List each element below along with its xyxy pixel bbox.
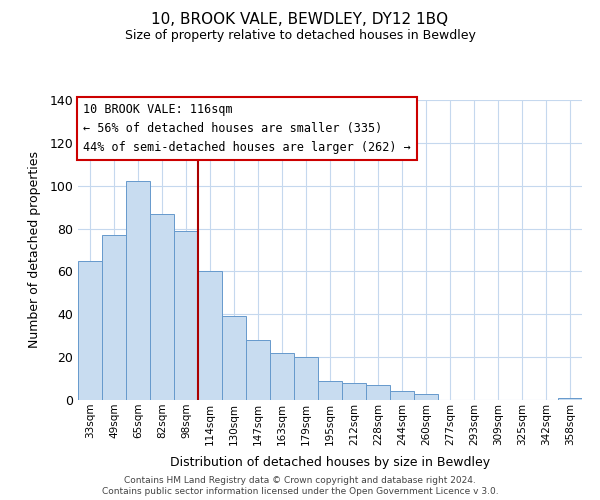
Bar: [294, 357, 318, 400]
Text: Contains public sector information licensed under the Open Government Licence v : Contains public sector information licen…: [101, 487, 499, 496]
Bar: [342, 383, 366, 400]
Bar: [558, 398, 582, 400]
Bar: [414, 394, 438, 400]
Bar: [270, 353, 294, 400]
Bar: [174, 230, 198, 400]
Bar: [198, 272, 222, 400]
Text: Contains HM Land Registry data © Crown copyright and database right 2024.: Contains HM Land Registry data © Crown c…: [124, 476, 476, 485]
Text: Size of property relative to detached houses in Bewdley: Size of property relative to detached ho…: [125, 29, 475, 42]
Text: 10 BROOK VALE: 116sqm
← 56% of detached houses are smaller (335)
44% of semi-det: 10 BROOK VALE: 116sqm ← 56% of detached …: [83, 103, 411, 154]
X-axis label: Distribution of detached houses by size in Bewdley: Distribution of detached houses by size …: [170, 456, 490, 469]
Y-axis label: Number of detached properties: Number of detached properties: [28, 152, 41, 348]
Bar: [150, 214, 174, 400]
Bar: [78, 260, 102, 400]
Bar: [246, 340, 270, 400]
Text: 10, BROOK VALE, BEWDLEY, DY12 1BQ: 10, BROOK VALE, BEWDLEY, DY12 1BQ: [151, 12, 449, 28]
Bar: [390, 392, 414, 400]
Bar: [366, 385, 390, 400]
Bar: [222, 316, 246, 400]
Bar: [318, 380, 342, 400]
Bar: [102, 235, 126, 400]
Bar: [126, 182, 150, 400]
